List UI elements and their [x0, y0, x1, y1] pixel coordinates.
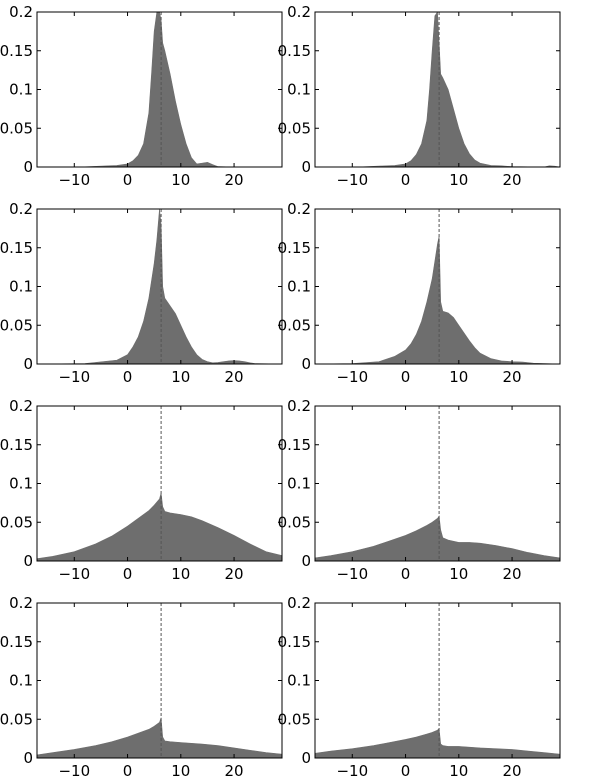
x-tick-label: 10 [171, 368, 190, 386]
x-tick-label: 0 [401, 171, 411, 189]
y-tick-label: 0.15 [278, 633, 311, 651]
panel-row1-right: −10 0 10 20 0 0.05 0.1 0.15 0.2 [278, 3, 561, 189]
y-tick-label: 0.2 [287, 594, 311, 612]
y-tick-label: 0.15 [0, 239, 33, 257]
panel-row4-right: −10 0 10 20 0 0.05 0.1 0.15 0.2 [278, 594, 561, 777]
x-tick-label: 0 [123, 762, 133, 777]
y-tick-label: 0.1 [9, 278, 33, 296]
x-tick-label: 20 [225, 368, 244, 386]
distribution-area [37, 209, 282, 364]
x-tick-label: 10 [171, 565, 190, 583]
x-tick-label: 20 [225, 762, 244, 777]
x-tick-label: 0 [401, 368, 411, 386]
x-tick-label: 0 [401, 565, 411, 583]
y-tick-label: 0.15 [278, 436, 311, 454]
y-tick-label: 0.05 [0, 119, 33, 137]
y-tick-label: 0.2 [9, 397, 33, 415]
x-tick-label: 0 [123, 368, 133, 386]
distribution-area [315, 236, 560, 364]
distribution-area [37, 492, 282, 561]
y-tick-label: 0 [23, 158, 33, 176]
x-tick-label: 20 [225, 171, 244, 189]
y-tick-label: 0.15 [0, 633, 33, 651]
y-tick-label: 0.1 [9, 475, 33, 493]
y-tick-label: 0.15 [278, 239, 311, 257]
x-tick-label: 10 [171, 762, 190, 777]
panel-row3-left: −10 0 10 20 0 0.05 0.1 0.15 0.2 [0, 397, 283, 583]
y-tick-label: 0.2 [9, 200, 33, 218]
panel-row4-left: −10 0 10 20 0 0.05 0.1 0.15 0.2 [0, 594, 283, 777]
x-tick-label: 20 [503, 368, 522, 386]
y-tick-label: 0.2 [9, 594, 33, 612]
distribution-area [315, 727, 560, 758]
panel-row3-right: −10 0 10 20 0 0.05 0.1 0.15 0.2 [278, 397, 561, 583]
y-tick-label: 0.15 [0, 436, 33, 454]
x-tick-label: 20 [503, 762, 522, 777]
y-tick-label: 0.05 [278, 316, 311, 334]
y-tick-label: 0.2 [287, 200, 311, 218]
y-tick-label: 0.2 [287, 397, 311, 415]
panel-row2-right: −10 0 10 20 0 0.05 0.1 0.15 0.2 [278, 200, 561, 386]
y-tick-label: 0.1 [287, 672, 311, 690]
x-tick-label: 10 [449, 171, 468, 189]
y-tick-label: 0 [23, 749, 33, 767]
x-tick-label: −10 [336, 762, 368, 777]
distribution-area [37, 717, 282, 758]
y-tick-label: 0.1 [9, 672, 33, 690]
y-tick-label: 0 [23, 552, 33, 570]
x-tick-label: 20 [503, 171, 522, 189]
x-tick-label: −10 [336, 368, 368, 386]
y-tick-label: 0.1 [287, 475, 311, 493]
y-tick-label: 0 [301, 355, 311, 373]
y-tick-label: 0.2 [287, 3, 311, 21]
x-tick-label: 10 [449, 565, 468, 583]
x-tick-label: 10 [449, 762, 468, 777]
y-tick-label: 0.15 [278, 42, 311, 60]
x-tick-label: 10 [449, 368, 468, 386]
x-tick-label: 0 [123, 171, 133, 189]
x-tick-label: −10 [58, 565, 90, 583]
x-tick-label: 20 [503, 565, 522, 583]
x-tick-label: 0 [401, 762, 411, 777]
x-tick-label: −10 [58, 368, 90, 386]
panel-row1-left: −10 0 10 20 0 0.05 0.1 0.15 0.2 [0, 3, 283, 189]
x-tick-label: −10 [336, 171, 368, 189]
y-tick-label: 0.05 [278, 710, 311, 728]
distribution-area [315, 515, 560, 561]
y-tick-label: 0.05 [0, 513, 33, 531]
y-tick-label: 0.05 [278, 119, 311, 137]
y-tick-label: 0.05 [0, 316, 33, 334]
y-tick-label: 0.05 [278, 513, 311, 531]
y-tick-label: 0.15 [0, 42, 33, 60]
y-tick-label: 0.1 [9, 81, 33, 99]
distribution-area [37, 12, 282, 167]
y-tick-label: 0.2 [9, 3, 33, 21]
x-tick-label: −10 [58, 762, 90, 777]
x-tick-label: 0 [123, 565, 133, 583]
x-tick-label: 20 [225, 565, 244, 583]
y-tick-label: 0 [23, 355, 33, 373]
x-tick-label: −10 [58, 171, 90, 189]
y-tick-label: 0 [301, 749, 311, 767]
panel-row2-left: −10 0 10 20 0 0.05 0.1 0.15 0.2 [0, 200, 283, 386]
y-tick-label: 0 [301, 552, 311, 570]
distribution-area [315, 12, 560, 167]
y-tick-label: 0.1 [287, 278, 311, 296]
x-tick-label: −10 [336, 565, 368, 583]
y-tick-label: 0.05 [0, 710, 33, 728]
x-tick-label: 10 [171, 171, 190, 189]
y-tick-label: 0.1 [287, 81, 311, 99]
y-tick-label: 0 [301, 158, 311, 176]
